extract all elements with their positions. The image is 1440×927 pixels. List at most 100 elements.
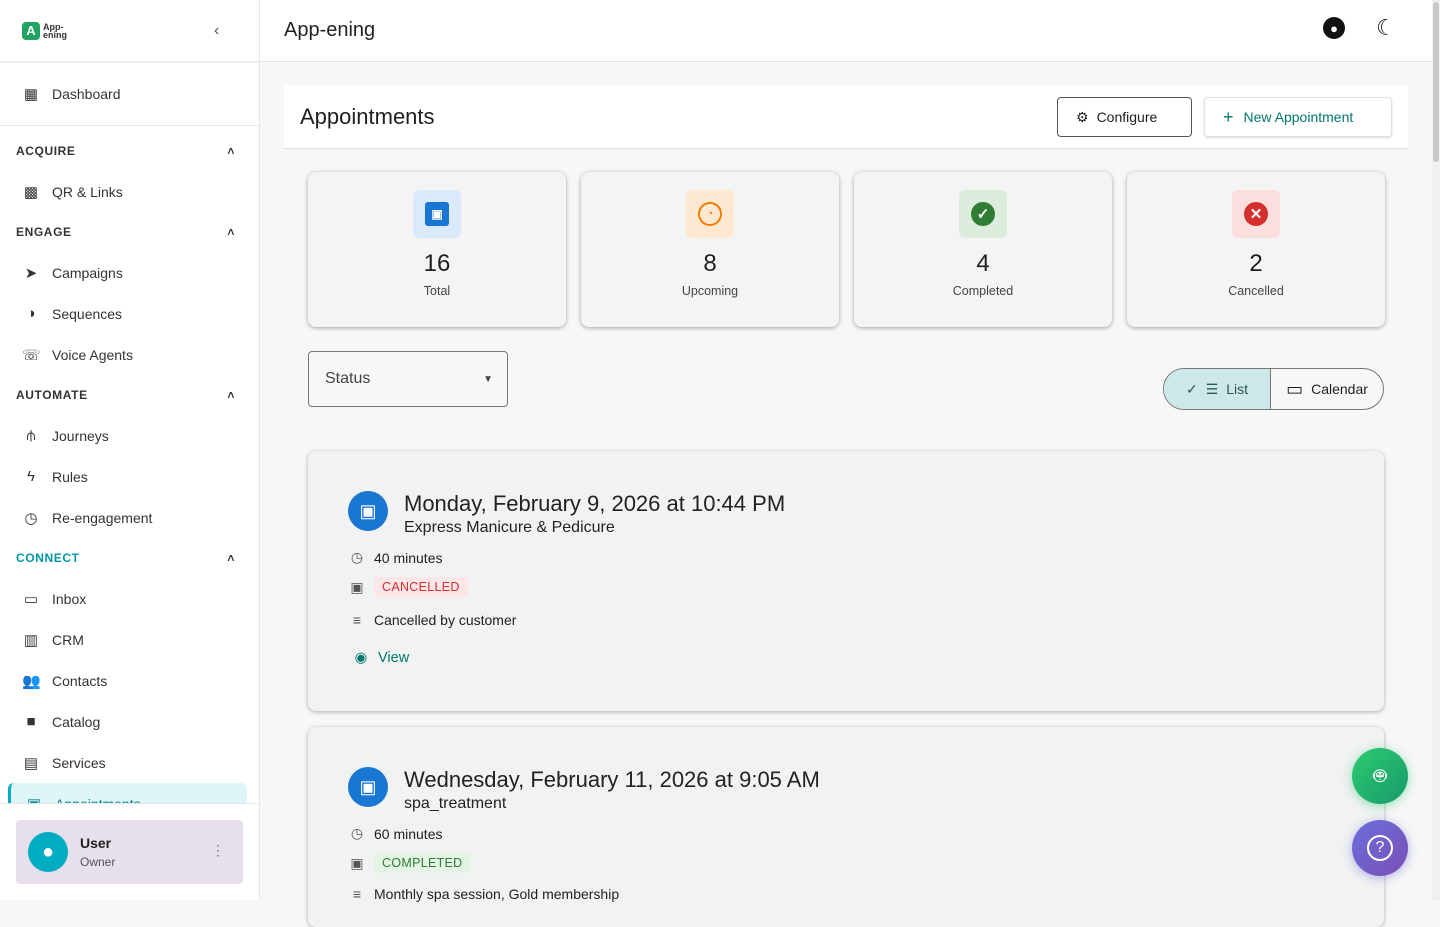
- sidebar-item-catalog[interactable]: ■ Catalog: [0, 701, 259, 742]
- appointment-card: ▣ Wednesday, February 11, 2026 at 9:05 A…: [308, 727, 1384, 927]
- help-button[interactable]: ?: [1352, 820, 1408, 876]
- plus-icon: +: [1223, 106, 1234, 127]
- notes-icon: ≡: [352, 612, 362, 628]
- chevron-up-icon: ˄: [227, 551, 235, 565]
- check-circle-icon: ✓: [959, 190, 1007, 238]
- stat-card-total: ▣ 16 Total: [308, 172, 566, 327]
- phone-icon: ☏: [22, 346, 41, 364]
- configure-button[interactable]: ⚙ Configure: [1057, 97, 1192, 137]
- collapse-sidebar-icon[interactable]: ‹: [214, 22, 220, 39]
- view-calendar-button[interactable]: ▭ Calendar: [1271, 369, 1383, 409]
- cancel-circle-icon: ✕: [1232, 190, 1280, 238]
- bag-icon: ■: [26, 713, 36, 730]
- sidebar-item-re-engagement[interactable]: ◷ Re-engagement: [0, 497, 259, 538]
- sequences-icon: ◑: [26, 305, 36, 322]
- appointment-date: Monday, February 9, 2026 at 10:44 PM: [404, 491, 786, 516]
- label: Re-engagement: [52, 509, 153, 526]
- section-engage[interactable]: ENGAGE ˄: [0, 212, 259, 252]
- stat-value: 16: [423, 250, 451, 277]
- page-header: Appointments ⚙ Configure + New Appointment: [284, 85, 1408, 149]
- route-icon: ⫛: [26, 427, 36, 444]
- new-appointment-button[interactable]: + New Appointment: [1204, 97, 1392, 137]
- sidebar-item-sequences[interactable]: ◑ Sequences: [0, 293, 259, 334]
- view-button[interactable]: ◉ View: [352, 650, 410, 666]
- label: Catalog: [52, 713, 101, 730]
- sidebar-item-rules[interactable]: ϟ Rules: [0, 456, 259, 497]
- duration: 40 minutes: [374, 549, 443, 566]
- view-toggle: ✓ ☰ List ▭ Calendar: [1163, 368, 1384, 410]
- status-filter-select[interactable]: Status ▼: [308, 351, 508, 407]
- appointment-card: ▣ Monday, February 9, 2026 at 10:44 PM E…: [308, 451, 1384, 711]
- section-label: ENGAGE: [16, 225, 72, 239]
- stat-value: 4: [976, 250, 990, 277]
- dropdown-arrow-icon: ▼: [483, 373, 493, 385]
- logo-text: App-ening: [43, 21, 67, 40]
- topbar: App-ening ● ☾: [260, 0, 1432, 62]
- status-badge: CANCELLED: [374, 577, 468, 597]
- stat-card-cancelled: ✕ 2 Cancelled: [1127, 172, 1385, 327]
- avatar: ●: [28, 832, 68, 872]
- sidebar-item-services[interactable]: ▤ Services: [0, 742, 259, 783]
- account-icon[interactable]: ●: [1323, 17, 1345, 39]
- stat-label: Upcoming: [681, 284, 739, 298]
- duration-row: ◷ 60 minutes: [348, 825, 443, 842]
- assistant-bot-button[interactable]: 🤖︎: [1352, 748, 1408, 804]
- chevron-up-icon: ˄: [227, 388, 235, 402]
- label: Inbox: [52, 590, 87, 607]
- calendar-icon: ▭: [1286, 378, 1304, 399]
- stat-card-upcoming: ◔ 8 Upcoming: [581, 172, 839, 327]
- section-connect[interactable]: CONNECT ˄: [0, 538, 259, 578]
- user-area: ● User Owner ⋮: [0, 803, 259, 900]
- note: Cancelled by customer: [374, 612, 517, 628]
- sidebar-item-contacts[interactable]: 👥 Contacts: [0, 660, 259, 701]
- sidebar-item-crm[interactable]: ▥ CRM: [0, 619, 259, 660]
- badge-icon: ▣: [350, 854, 364, 871]
- label: Contacts: [52, 672, 108, 689]
- board-icon: ▥: [23, 631, 39, 649]
- stat-label: Total: [423, 284, 451, 298]
- bolt-icon: ϟ: [27, 468, 35, 485]
- sidebar-item-campaigns[interactable]: ➤ Campaigns: [0, 252, 259, 293]
- label: Campaigns: [52, 264, 123, 281]
- label: Calendar: [1311, 381, 1368, 397]
- store-icon: ▤: [23, 754, 39, 772]
- clock-icon: ◷: [350, 549, 364, 565]
- duration-row: ◷ 40 minutes: [348, 549, 443, 566]
- calendar-icon: ▣: [413, 190, 461, 238]
- calendar-icon: ▣: [348, 767, 388, 807]
- logo: A App-ening ‹: [0, 0, 259, 63]
- section-automate[interactable]: AUTOMATE ˄: [0, 375, 259, 415]
- robot-icon: 🤖︎: [1373, 763, 1387, 788]
- duration: 60 minutes: [374, 825, 443, 842]
- send-icon: ➤: [24, 264, 38, 282]
- sidebar-item-inbox[interactable]: ▭ Inbox: [0, 578, 259, 619]
- appointment-service: Express Manicure & Pedicure: [404, 519, 615, 536]
- sidebar-item-voice-agents[interactable]: ☏ Voice Agents: [0, 334, 259, 375]
- chevron-up-icon: ˄: [227, 144, 235, 158]
- sidebar-item-qr-links[interactable]: ▩ QR & Links: [0, 171, 259, 212]
- user-name: User: [80, 835, 112, 851]
- gear-icon: ⚙: [1076, 108, 1089, 125]
- stat-value: 2: [1249, 250, 1263, 277]
- sidebar-item-dashboard[interactable]: ▦ Dashboard: [0, 63, 259, 125]
- chevron-up-icon: ˄: [227, 225, 235, 239]
- sidebar-item-journeys[interactable]: ⫛ Journeys: [0, 415, 259, 456]
- dashboard-icon: ▦: [23, 86, 39, 103]
- sidebar: A App-ening ‹ ▦ Dashboard ACQUIRE ˄ ▩ QR & …: [0, 0, 260, 900]
- label: Rules: [52, 468, 88, 485]
- section-acquire[interactable]: ACQUIRE ˄: [0, 131, 259, 171]
- people-icon: 👥: [22, 672, 41, 690]
- help-icon: ?: [1367, 835, 1393, 861]
- user-card[interactable]: ● User Owner ⋮: [16, 820, 243, 884]
- dark-mode-icon[interactable]: ☾: [1375, 15, 1397, 40]
- stat-label: Completed: [952, 284, 1014, 298]
- view-list-button[interactable]: ✓ ☰ List: [1164, 369, 1271, 409]
- logo-mark: A: [22, 21, 40, 40]
- stat-card-completed: ✓ 4 Completed: [854, 172, 1112, 327]
- stat-label: Cancelled: [1228, 284, 1284, 298]
- section-label: AUTOMATE: [16, 388, 88, 402]
- inbox-icon: ▭: [23, 590, 39, 608]
- more-vert-icon[interactable]: ⋮: [211, 842, 225, 858]
- scrollbar[interactable]: [1432, 0, 1440, 900]
- clock-icon: ◔: [686, 190, 734, 238]
